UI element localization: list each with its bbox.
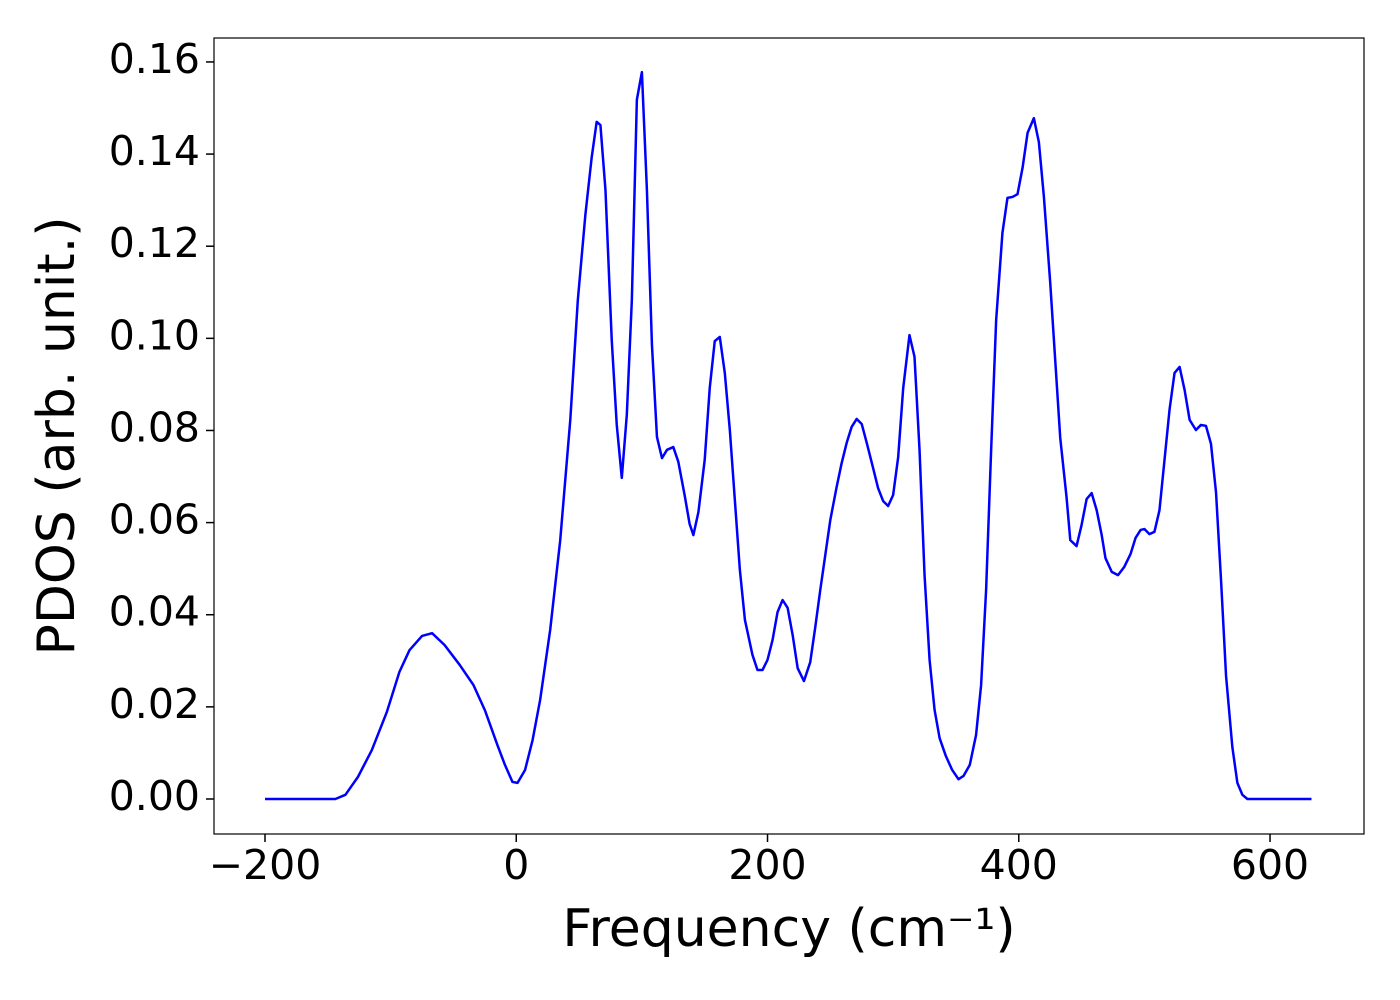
y-tick-label: 0.06: [109, 496, 200, 544]
y-tick-label: 0.16: [109, 35, 200, 83]
x-tick-label: 600: [1231, 841, 1309, 889]
y-axis-label: PDOS (arb. unit.): [27, 216, 87, 655]
y-tick-label: 0.02: [109, 680, 200, 728]
plot-frame: [213, 37, 1365, 835]
x-tick-label: 0: [503, 841, 529, 889]
x-axis-label: Frequency (cm⁻¹): [562, 899, 1015, 959]
y-tick-label: 0.14: [109, 127, 200, 175]
y-tick-label: 0.12: [109, 219, 200, 267]
x-tick-label: 200: [728, 841, 806, 889]
x-tick-label: −200: [209, 841, 322, 889]
y-tick-label: 0.10: [109, 311, 200, 359]
y-tick-label: 0.04: [109, 588, 200, 636]
x-tick-label: 400: [980, 841, 1058, 889]
data-line: [265, 70, 1312, 801]
y-tick-label: 0.08: [109, 403, 200, 451]
y-tick-label: 0.00: [109, 772, 200, 820]
